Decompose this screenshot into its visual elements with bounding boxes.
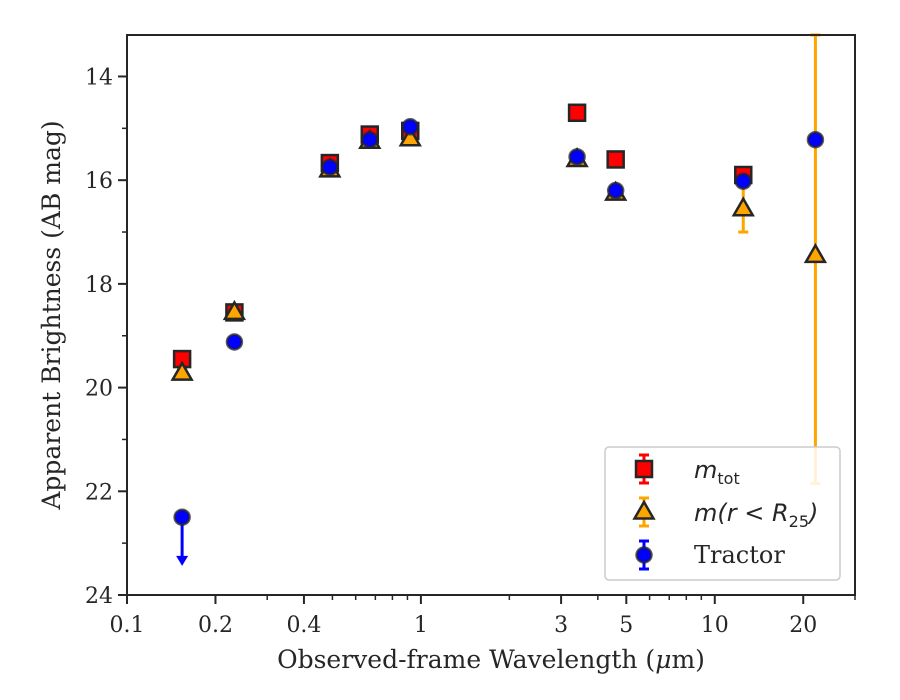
plot-frame xyxy=(126,34,856,596)
legend-box xyxy=(604,446,841,581)
x-tick-label: 1 xyxy=(414,613,428,638)
marker-square xyxy=(606,150,625,169)
marker-square xyxy=(567,103,587,123)
marker-circle xyxy=(606,181,625,200)
y-tick-label: 22 xyxy=(85,480,113,505)
x-tick-label: 0.2 xyxy=(198,613,233,638)
limit-arrow-head xyxy=(176,555,189,566)
marker-triangle xyxy=(803,242,828,264)
marker-circle xyxy=(568,148,586,166)
legend-label-tractor: Tractor xyxy=(694,541,785,569)
marker-triangle xyxy=(398,126,422,147)
x-tick-label: 5 xyxy=(619,613,633,638)
data-markers xyxy=(170,103,828,526)
y-axis-label: Apparent Brightness (AB mag) xyxy=(37,120,66,510)
marker-triangle xyxy=(170,360,194,381)
marker-circle xyxy=(173,508,191,526)
legend-label-mtot: mtot xyxy=(694,456,740,488)
x-axis-label: Observed-frame Wavelength (μm) xyxy=(277,645,705,674)
y-tick-label: 20 xyxy=(85,377,113,402)
marker-circle xyxy=(806,130,825,149)
legend-marker-triangle xyxy=(632,499,656,520)
marker-circle xyxy=(361,130,379,149)
legend: mtot m(r < R25) Tractor xyxy=(604,446,841,581)
marker-triangle xyxy=(222,299,247,321)
x-tick-label: 10 xyxy=(701,613,729,638)
y-tick-label: 14 xyxy=(85,65,113,90)
x-tick-label: 3 xyxy=(554,613,568,638)
x-tick-label: 0.1 xyxy=(110,613,145,638)
axis-ticks: 0.1 0.2 0.4 1 3 5 10 20 14 16 18 20 22 24 xyxy=(85,65,856,638)
x-tick-label: 0.4 xyxy=(286,613,321,638)
y-tick-label: 16 xyxy=(85,169,113,194)
marker-circle xyxy=(401,118,419,136)
marker-circle xyxy=(734,172,753,190)
marker-triangle xyxy=(731,196,755,217)
y-tick-label: 24 xyxy=(85,584,113,609)
marker-circle xyxy=(321,158,339,176)
legend-label-m-r25: m(r < R25) xyxy=(694,499,818,531)
legend-marker-circle xyxy=(635,546,653,564)
x-tick-label: 20 xyxy=(789,613,817,638)
marker-circle xyxy=(225,333,244,351)
legend-marker-square xyxy=(634,459,654,479)
y-tick-label: 18 xyxy=(85,273,113,298)
